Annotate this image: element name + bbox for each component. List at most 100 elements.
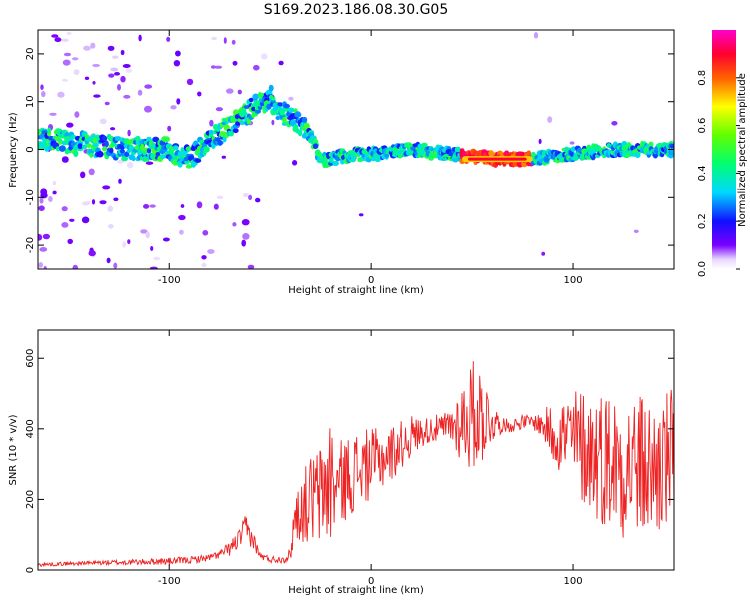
noise-blob [237,89,242,95]
noise-blob [52,181,57,186]
noise-blob [54,37,62,43]
noise-blob [201,255,207,260]
noise-blob [92,81,96,85]
noise-blob [69,218,75,222]
noise-blob [82,201,90,206]
noise-blob [173,60,181,67]
noise-blob [138,34,142,42]
spectrogram-y-label: Frequency (Hz) [8,112,19,188]
noise-blob [261,53,268,60]
ridge-blob [172,145,179,151]
noise-blob [43,265,47,269]
noise-blob [125,68,133,73]
ridge-blob [670,148,674,153]
noise-blob [39,247,48,252]
ridge-blob [277,102,283,107]
noise-blob [538,138,542,145]
ridge-blob [185,146,193,152]
noise-blob [197,91,202,97]
ridge-blob [73,149,78,156]
y-tick-label: 0 [25,567,36,573]
noise-blob [167,125,172,132]
noise-blob [149,204,156,208]
noise-blob [40,84,44,90]
ridge-blob [301,116,308,123]
ridge-blob [294,112,302,118]
noise-blob [137,89,143,96]
ridge-blob [135,140,141,145]
noise-blob [232,222,237,227]
noise-blob [358,213,364,217]
noise-blob [38,205,45,211]
y-tick-label: 20 [25,48,36,61]
noise-blob [61,156,69,163]
ridge-blob [303,122,310,130]
ridge-blob [92,142,99,148]
ridge-blob [58,145,66,152]
noise-blob [611,121,618,126]
noise-blob [83,45,91,51]
ridge-blob [350,156,356,163]
colorbar-tick-label: 0.4 [697,165,708,181]
ridge-blob [58,140,63,145]
ridge-blob [86,143,92,148]
snr-frame [37,329,675,571]
noise-blob [241,239,246,247]
noise-blob [533,32,539,39]
ridge-blob [266,103,272,110]
ridge-blob [152,136,160,143]
ridge-blob [544,157,549,163]
noise-blob [288,96,294,101]
noise-blob [569,141,575,145]
ridge-blob [243,105,251,109]
noise-blob [51,34,59,38]
ridge-blob [332,160,339,167]
noise-blob [144,84,153,89]
ridge-blob [241,111,248,117]
ridge-core-inner [468,157,527,161]
ridge-blob [271,96,276,101]
ridge-blob [254,109,261,114]
snr-panel: -100 0 100 0 200 400 600 Height of straight li… [8,329,675,596]
ridge-blob [194,158,202,163]
noise-blob [113,262,118,269]
ridge-blob [84,134,90,139]
noise-blob [149,266,158,269]
snr-axes: -100 0 100 0 200 400 600 [25,330,674,587]
ridge-blob [235,121,241,126]
ridge-blob [328,157,334,163]
noise-blob [178,214,186,221]
snr-y-label: SNR (10 * v/v) [8,414,19,485]
colorbar-label: Normalized spectral amplitude [737,73,748,227]
noise-blob [202,230,209,236]
noise-blob [110,67,119,72]
noise-blob [62,59,71,66]
ridge-blob [297,129,303,137]
ridge-blob [89,152,94,158]
noise-blob [38,262,43,268]
noise-blob [213,203,219,210]
ridge-blob [120,145,125,150]
noise-blob [63,52,72,57]
noise-blob [117,84,121,91]
noise-blob [104,101,110,106]
noise-blob [52,190,57,195]
noise-blob [255,197,261,203]
noise-blob [108,224,114,229]
colorbar-gradient [712,30,736,269]
noise-blob [145,161,154,165]
noise-blob [241,219,250,226]
noise-blob [170,105,177,110]
noise-blob [216,195,224,199]
noise-blob [127,161,134,169]
ridge-blob [180,147,185,153]
noise-blob [144,105,152,113]
x-tick-label: 100 [564,576,583,587]
ridge-blob [163,136,170,143]
ridge-blob [208,129,214,135]
noise-blob [248,194,253,200]
noise-blob [242,233,250,240]
y-tick-label: 0 [25,146,36,152]
y-tick-label: -10 [25,189,36,205]
noise-blob [93,94,101,98]
